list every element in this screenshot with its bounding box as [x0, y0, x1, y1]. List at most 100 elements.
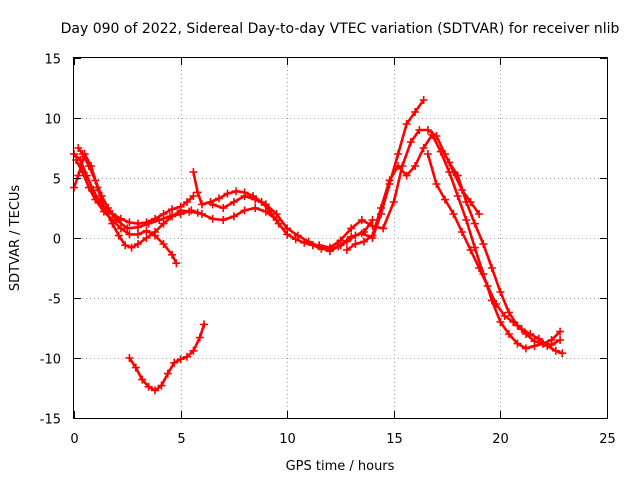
- data-point-marker: [229, 212, 238, 221]
- data-point-marker: [368, 231, 377, 240]
- data-point-marker: [462, 198, 471, 206]
- data-point-marker: [108, 219, 117, 228]
- data-point-marker: [411, 162, 420, 170]
- data-point-marker: [272, 210, 281, 218]
- data-point-marker: [133, 240, 142, 248]
- data-point-marker: [151, 228, 160, 236]
- data-point-marker: [419, 144, 428, 152]
- data-point-marker: [445, 158, 454, 167]
- x-tick-label: 0: [70, 432, 78, 447]
- data-point-marker: [200, 320, 209, 329]
- data-point-marker: [172, 259, 181, 268]
- data-point-marker: [133, 223, 142, 232]
- data-point-marker: [315, 241, 324, 250]
- data-point-marker: [445, 168, 454, 176]
- y-axis-label: SDTVAR / TECUs: [8, 185, 23, 292]
- series-line: [77, 146, 278, 230]
- series-track-h: [342, 130, 565, 353]
- data-point-marker: [138, 375, 147, 384]
- data-point-marker: [84, 162, 93, 170]
- data-point-marker: [91, 176, 100, 185]
- data-point-marker: [251, 204, 260, 212]
- data-point-marker: [556, 327, 565, 336]
- data-point-marker: [513, 321, 522, 330]
- data-point-marker: [293, 231, 302, 240]
- data-point-marker: [187, 206, 196, 215]
- data-point-marker: [182, 352, 191, 361]
- data-point-marker: [513, 339, 522, 348]
- data-point-marker: [112, 216, 121, 224]
- data-point-marker: [123, 224, 132, 233]
- series-track-b: [72, 156, 181, 268]
- data-point-marker: [492, 300, 501, 308]
- data-point-marker: [159, 240, 168, 248]
- data-point-marker: [432, 180, 441, 188]
- data-point-marker: [423, 126, 432, 134]
- data-point-marker: [131, 363, 140, 372]
- data-point-marker: [470, 219, 479, 228]
- y-tick-label: -10: [40, 353, 61, 368]
- data-point-marker: [104, 204, 113, 212]
- data-point-marker: [462, 216, 471, 224]
- data-point-marker: [78, 150, 87, 158]
- series-line: [211, 98, 425, 253]
- data-point-marker: [496, 318, 505, 326]
- x-tick-label: 20: [492, 432, 509, 447]
- series-line: [74, 158, 178, 265]
- data-point-marker: [176, 210, 185, 218]
- data-point-marker: [189, 168, 198, 176]
- data-point-marker: [74, 144, 83, 152]
- data-point-marker: [197, 200, 206, 209]
- data-point-marker: [377, 204, 386, 212]
- data-point-marker: [155, 216, 164, 224]
- data-point-marker: [521, 344, 530, 353]
- data-point-marker: [411, 108, 420, 116]
- data-point-marker: [423, 150, 432, 158]
- data-point-marker: [125, 230, 134, 239]
- data-point-marker: [144, 219, 153, 228]
- data-point-marker: [97, 192, 106, 200]
- data-point-marker: [157, 381, 166, 390]
- data-point-marker: [214, 194, 223, 203]
- series-track-e: [189, 168, 377, 254]
- data-point-marker: [406, 138, 415, 146]
- data-point-marker: [385, 176, 394, 185]
- x-tick-label: 10: [279, 432, 296, 447]
- data-series: [70, 96, 567, 395]
- y-tick-label: -5: [48, 293, 61, 308]
- data-point-marker: [84, 183, 93, 192]
- x-axis-label: GPS time / hours: [286, 459, 395, 474]
- data-point-marker: [466, 246, 475, 254]
- data-point-marker: [116, 214, 125, 223]
- data-point-marker: [479, 240, 488, 248]
- data-point-marker: [351, 240, 360, 248]
- data-point-marker: [195, 333, 204, 342]
- data-point-marker: [168, 250, 177, 259]
- data-point-marker: [394, 162, 403, 170]
- data-point-marker: [219, 204, 228, 212]
- series-track-d: [74, 144, 281, 233]
- series-track-f: [208, 96, 428, 256]
- data-point-marker: [428, 130, 437, 139]
- data-point-marker: [163, 369, 172, 378]
- data-point-marker: [125, 354, 134, 362]
- data-point-marker: [121, 241, 130, 250]
- data-point-marker: [91, 195, 100, 204]
- data-point-marker: [168, 205, 177, 214]
- data-point-marker: [551, 346, 560, 355]
- data-point-marker: [440, 195, 449, 204]
- data-point-marker: [165, 212, 174, 221]
- data-point-marker: [556, 336, 565, 344]
- data-point-marker: [547, 340, 556, 349]
- data-point-marker: [304, 237, 313, 246]
- data-point-marker: [251, 195, 260, 204]
- data-point-marker: [133, 230, 142, 239]
- data-point-marker: [521, 330, 530, 338]
- y-tick-label: 5: [53, 173, 61, 188]
- data-point-marker: [500, 312, 509, 320]
- data-point-marker: [193, 188, 202, 197]
- series-line: [128, 323, 206, 392]
- x-tick-label: 25: [599, 432, 616, 447]
- data-point-marker: [558, 349, 567, 358]
